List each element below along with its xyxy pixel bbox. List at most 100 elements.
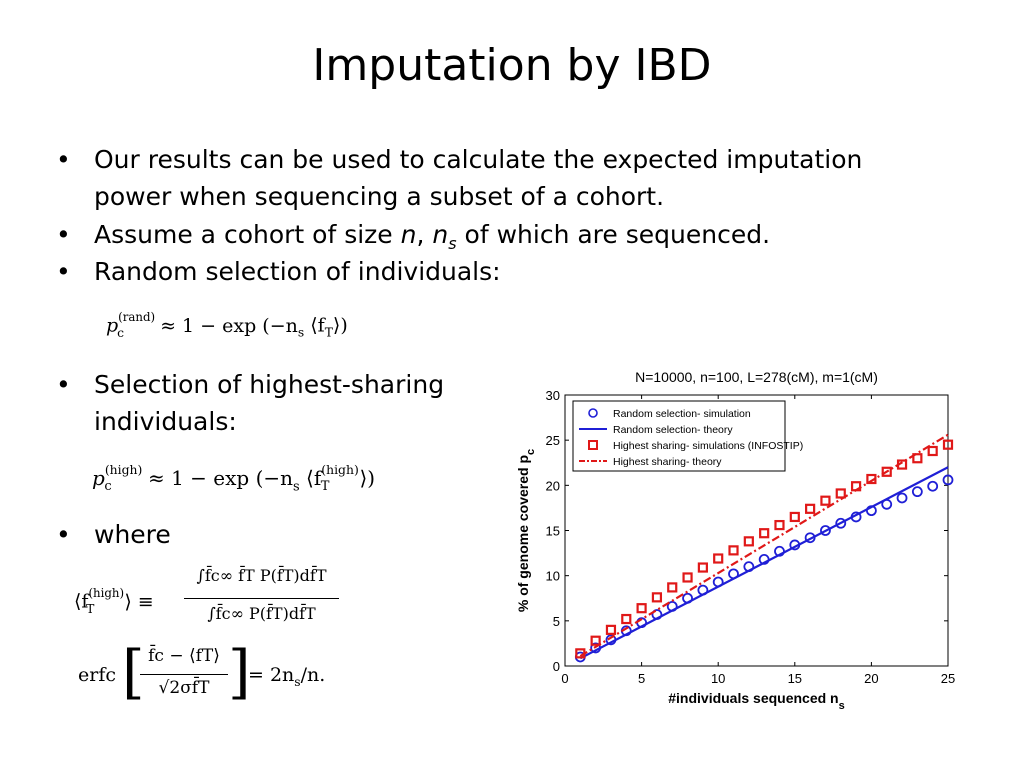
eq-rand-close: ⟩) — [332, 314, 348, 337]
bullet-1-line-1: Our results can be used to calculate the… — [94, 145, 863, 174]
data-point-high — [789, 511, 800, 523]
eq-rand-rhs-end: ⟨f — [304, 314, 325, 337]
x-tick-label: 25 — [941, 671, 955, 686]
eq-high-sub: c — [104, 479, 112, 495]
data-point-high — [835, 488, 846, 499]
eq-rand-rhs-sub: s — [297, 325, 305, 340]
data-point-random — [911, 486, 923, 498]
eq-erfc-left-bracket: [ — [122, 638, 145, 706]
y-tick-label: 15 — [546, 524, 560, 539]
eq-where-lhs-sub: T — [86, 601, 95, 616]
bullet-5-text: where — [94, 520, 171, 549]
equation-random: p(rand)c ≈ 1 − exp (−ns ⟨fT⟩) — [106, 310, 348, 340]
legend-box — [572, 400, 786, 472]
bullet-dot: • — [56, 220, 71, 249]
y-tick-label: 25 — [546, 433, 560, 448]
y-tick-label: 5 — [553, 614, 560, 629]
eq-erfc-numerator: f̄c − ⟨fT⟩ — [148, 646, 220, 666]
bullet-dot: • — [56, 257, 71, 286]
chart-title: N=10000, n=100, L=278(cM), m=1(cM) — [635, 369, 878, 385]
eq-high-sub2: T — [320, 479, 330, 495]
eq-where-fraction-bar — [184, 598, 339, 599]
eq-high-rhs-sub: s — [293, 479, 300, 495]
data-point-high — [866, 473, 877, 485]
y-axis-label: % of genome covered pc — [515, 449, 537, 612]
bullet-dot: • — [56, 370, 71, 399]
x-axis-label: #individuals sequenced ns — [668, 690, 845, 712]
legend-label: Random selection- simulation — [613, 408, 751, 420]
series-line-1 — [579, 466, 949, 660]
bullet-4-line-1: Selection of highest-sharing — [94, 370, 445, 399]
y-axis-label-sub: c — [525, 449, 537, 455]
y-tick-label: 30 — [546, 388, 560, 403]
eq-high-sup: (high) — [104, 462, 143, 477]
legend-label: Random selection- theory — [613, 424, 733, 436]
data-point-high — [927, 445, 938, 457]
data-point-random — [896, 492, 908, 504]
data-point-high — [728, 545, 739, 556]
equation-high: p(high)c ≈ 1 − exp (−ns ⟨f(high)T ⟩) — [92, 462, 375, 494]
data-point-random — [927, 480, 939, 492]
bullet-dot: • — [56, 145, 71, 174]
eq-high-sup2: (high) — [321, 462, 359, 477]
eq-erfc-fn: erfc — [78, 664, 116, 686]
data-point-high — [881, 466, 892, 477]
eq-erfc-rhs: = 2n — [248, 664, 295, 686]
bullet-1-line-2: power when sequencing a subset of a coho… — [94, 182, 665, 211]
x-tick-label: 10 — [711, 671, 725, 686]
bullet-dot: • — [56, 520, 71, 549]
eq-where-lhs: ⟨f — [74, 590, 89, 613]
legend-label: Highest sharing- theory — [613, 456, 722, 468]
bullet-5: • where — [56, 516, 171, 553]
data-point-high — [682, 572, 693, 583]
legend-marker-square — [588, 440, 598, 450]
eq-rand-rhs: ≈ 1 − exp (−n — [154, 314, 298, 337]
eq-high-lhs: p — [92, 466, 105, 491]
eq-rand-rhs-sub2: T — [324, 325, 333, 340]
data-point-high — [636, 603, 647, 614]
eq-where-lhs-close: ⟩ ≡ — [124, 590, 154, 613]
equation-erfc: erfc [ f̄c − ⟨fT⟩ √2σf̄T ] = 2ns/n. — [78, 638, 338, 712]
eq-high-rhs: ≈ 1 − exp (−n — [141, 466, 294, 491]
data-point-high — [942, 439, 954, 450]
data-point-random — [942, 474, 954, 486]
x-tick-label: 5 — [638, 671, 645, 686]
data-point-high — [743, 536, 754, 547]
x-tick-label: 15 — [788, 671, 802, 686]
data-point-high — [759, 528, 770, 539]
x-tick-label: 0 — [561, 671, 568, 686]
eq-rand-sub: c — [117, 325, 125, 340]
bullet-1: • Our results can be used to calculate t… — [56, 141, 863, 215]
data-point-high — [651, 592, 663, 603]
data-point-high — [912, 453, 923, 464]
eq-where-denominator: ∫f̄c∞ P(f̄T)df̄T — [207, 604, 316, 623]
bullet-2-post: of which are sequenced. — [456, 220, 771, 249]
data-point-high — [713, 553, 724, 564]
legend-label: Highest sharing- simulations (INFOSTIP) — [613, 440, 803, 452]
bullet-2-ns: n — [432, 220, 449, 249]
eq-erfc-rhs-sub: s — [294, 674, 301, 689]
y-tick-label: 0 — [553, 659, 560, 674]
bullet-4-line-2: individuals: — [94, 407, 237, 436]
bullet-4: • Selection of highest-sharing individua… — [56, 366, 445, 440]
data-point-high — [697, 562, 708, 573]
bullet-2-ns-sub: s — [448, 234, 457, 253]
series-line-3 — [579, 433, 949, 658]
bullet-2-comma: , — [416, 220, 433, 249]
eq-rand-sup: (rand) — [118, 310, 156, 324]
bullet-2: • Assume a cohort of size n, ns of which… — [56, 216, 771, 262]
data-point-high — [605, 624, 617, 635]
equation-where: ⟨f(high)T ⟩ ≡ ∫f̄c∞ f̄T P(f̄T)df̄T ∫f̄c∞ … — [74, 566, 344, 636]
bullet-3: • Random selection of individuals: — [56, 253, 501, 290]
eq-where-numerator: ∫f̄c∞ f̄T P(f̄T)df̄T — [196, 566, 327, 585]
coverage-chart: N=10000, n=100, L=278(cM), m=1(cM) 0 5 10 15… — [515, 369, 955, 712]
data-point-random — [820, 525, 831, 536]
data-point-high — [774, 519, 785, 531]
eq-erfc-fraction-bar — [140, 674, 228, 675]
eq-high-mid: ⟨f — [299, 466, 322, 491]
eq-erfc-rhs-end: /n. — [300, 664, 326, 686]
eq-rand-lhs: p — [106, 314, 119, 337]
bullet-2-pre: Assume a cohort of size — [94, 220, 401, 249]
x-axis-label-sub: s — [839, 700, 845, 712]
data-point-random — [835, 517, 847, 529]
